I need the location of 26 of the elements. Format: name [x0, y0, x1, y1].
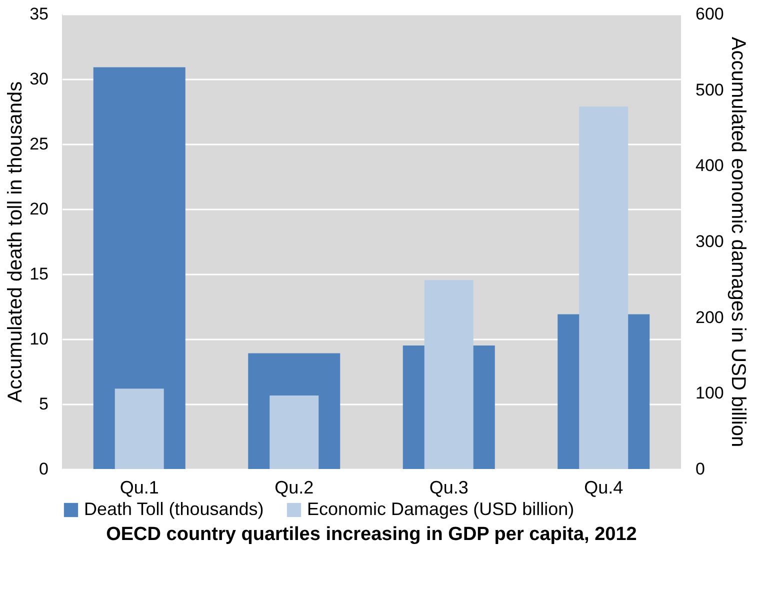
- y-tick-label: 25: [30, 134, 48, 154]
- y-tick-label: 15: [30, 264, 48, 284]
- y2-tick-label: 500: [696, 80, 724, 100]
- legend-label: Economic Damages (USD billion): [307, 499, 574, 519]
- y-tick-label: 5: [39, 394, 48, 414]
- x-tick-label: Qu.1: [120, 478, 159, 498]
- x-tick-label: Qu.3: [429, 478, 468, 498]
- y2-tick-label: 0: [696, 460, 705, 478]
- bar: [114, 388, 164, 469]
- y-tick-label: 20: [30, 200, 48, 218]
- y2-tick-label: 100: [696, 384, 724, 403]
- y-tick-label: 35: [30, 4, 48, 24]
- y2-tick-label: 200: [696, 308, 724, 327]
- legend-label: Death Toll (thousands): [84, 499, 264, 519]
- x-axis-title: OECD country quartiles increasing in GDP per capita, 2012: [106, 524, 637, 545]
- y-tick-label: 30: [30, 70, 48, 88]
- x-tick-label: Qu.2: [274, 478, 314, 498]
- y2-tick-label: 300: [696, 232, 724, 251]
- bar: [270, 395, 319, 469]
- y2-tick-label: 400: [696, 156, 724, 176]
- y-tick-label: 0: [39, 460, 48, 478]
- y2-axis-title: Accumulated eonomic damages in USD billion: [726, 36, 749, 448]
- x-tick-label: Qu.4: [584, 478, 624, 498]
- y2-tick-label: 600: [696, 4, 724, 24]
- y-axis-title: Accumulated death toll in thousands: [4, 81, 27, 403]
- y-tick-label: 10: [30, 330, 48, 348]
